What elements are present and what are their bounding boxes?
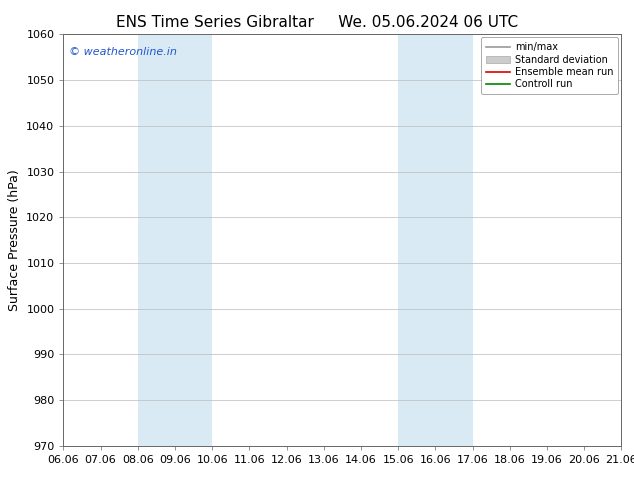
Y-axis label: Surface Pressure (hPa): Surface Pressure (hPa): [8, 169, 21, 311]
Text: ENS Time Series Gibraltar     We. 05.06.2024 06 UTC: ENS Time Series Gibraltar We. 05.06.2024…: [116, 15, 518, 30]
Legend: min/max, Standard deviation, Ensemble mean run, Controll run: min/max, Standard deviation, Ensemble me…: [481, 37, 618, 94]
Text: © weatheronline.in: © weatheronline.in: [69, 47, 177, 57]
Bar: [398, 34, 472, 446]
Bar: [138, 34, 212, 446]
